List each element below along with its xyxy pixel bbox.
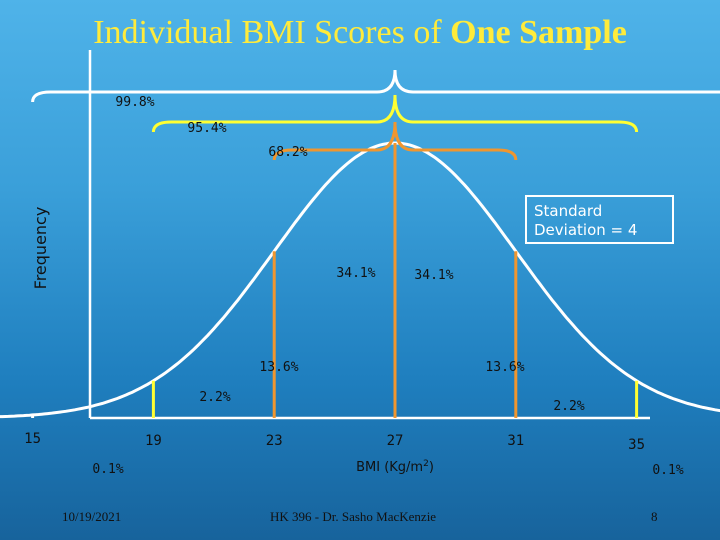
region-label-1: 34.1% bbox=[336, 266, 375, 281]
region-label-7: 0.1% bbox=[92, 462, 123, 477]
sd-annotation-line-2: Deviation = 4 bbox=[534, 221, 637, 239]
x-axis-label: BMI (Kg/m2) bbox=[356, 459, 434, 475]
x-tick-label-31: 31 bbox=[507, 433, 524, 449]
x-tick-label-27: 27 bbox=[387, 433, 404, 449]
x-tick-label-15: 15 bbox=[24, 431, 41, 447]
region-label-6: 2.2% bbox=[553, 399, 584, 414]
sd-annotation-box bbox=[525, 195, 674, 244]
bracket-label-68-2pct: 68.2% bbox=[268, 145, 307, 160]
footer-date: 10/19/2021 bbox=[62, 509, 122, 524]
x-tick-label-23: 23 bbox=[266, 433, 283, 449]
bracket-95-4pct bbox=[151, 94, 639, 133]
footer-presenter: HK 396 - Dr. Sasho MacKenzie bbox=[270, 509, 437, 524]
region-label-2: 34.1% bbox=[414, 268, 453, 283]
region-label-8: 0.1% bbox=[652, 463, 683, 478]
region-label-5: 2.2% bbox=[199, 390, 230, 405]
bracket-99-8pct bbox=[31, 69, 720, 103]
region-label-3: 13.6% bbox=[259, 360, 298, 375]
y-axis-label: Frequency bbox=[31, 207, 50, 290]
slide-title: Individual BMI Scores of One Sample bbox=[0, 14, 720, 52]
sd-annotation-line-1: Standard bbox=[534, 202, 602, 220]
region-label-4: 13.6% bbox=[485, 360, 524, 375]
x-tick-label-35: 35 bbox=[628, 437, 645, 453]
bracket-label-99-8pct: 99.8% bbox=[115, 95, 154, 110]
footer-page-number: 8 bbox=[651, 509, 658, 524]
slide-title-main: Individual BMI Scores of bbox=[93, 14, 442, 51]
x-tick-label-19: 19 bbox=[145, 433, 162, 449]
slide-title-emphasis: One Sample bbox=[450, 14, 627, 51]
bracket-68-2pct bbox=[272, 121, 518, 161]
bracket-label-95-4pct: 95.4% bbox=[187, 121, 226, 136]
